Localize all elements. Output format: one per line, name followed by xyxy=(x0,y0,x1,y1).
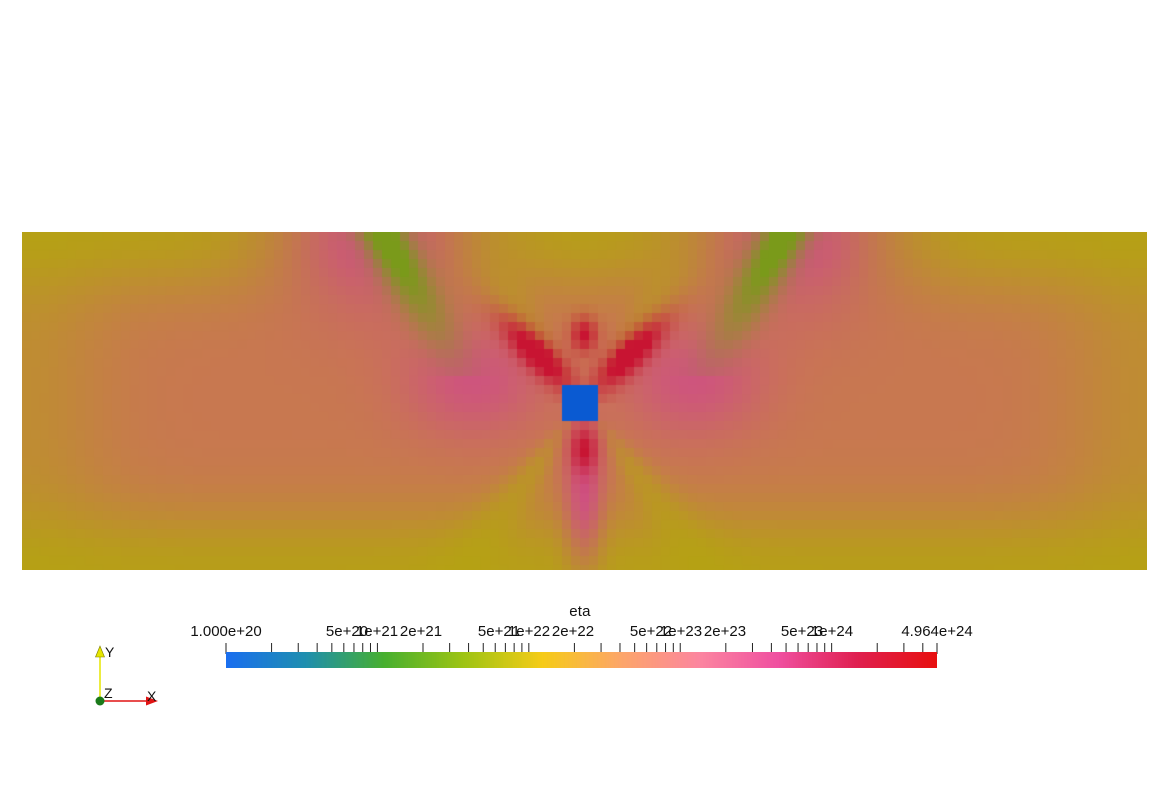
z-axis-dot-icon xyxy=(95,696,105,706)
colorbar-tick-label-1e21: 1e+21 xyxy=(355,623,399,640)
colorbar-tick-label-5e23: 5e+23 xyxy=(780,623,824,640)
y-axis-arrow-icon xyxy=(95,645,105,658)
colorbar-tick-label-1e24: 1e+24 xyxy=(810,623,854,640)
orientation-axes-widget: Y Z X xyxy=(95,644,158,706)
colorbar-tick-label-2e21: 2e+21 xyxy=(399,623,443,640)
z-axis-label: Z xyxy=(104,685,113,701)
x-axis-label: X xyxy=(147,688,157,704)
colorbar-tick-label-2e23: 2e+23 xyxy=(703,623,747,640)
colorbar-tick-label-5e20: 5e+20 xyxy=(325,623,369,640)
colorbar-tick-label-1e22: 1e+22 xyxy=(507,623,551,640)
y-axis-label: Y xyxy=(105,644,115,660)
colorbar-tick-label-5e21: 5e+21 xyxy=(477,623,521,640)
colorbar-gradient[interactable] xyxy=(226,652,937,668)
colorbar-tick-label-5e22: 5e+22 xyxy=(629,623,673,640)
colorbar-title: eta xyxy=(569,603,591,620)
colorbar-tick-label-2e22: 2e+22 xyxy=(551,623,595,640)
colorbar-tick-label-1e23: 1e+23 xyxy=(659,623,703,640)
viscosity-field-plot[interactable] xyxy=(22,232,1147,570)
colorbar-min-label: 1.000e+20 xyxy=(190,623,262,640)
colorbar-max-label: 4.964e+24 xyxy=(901,623,973,640)
x-axis-arrow-icon xyxy=(146,696,158,706)
